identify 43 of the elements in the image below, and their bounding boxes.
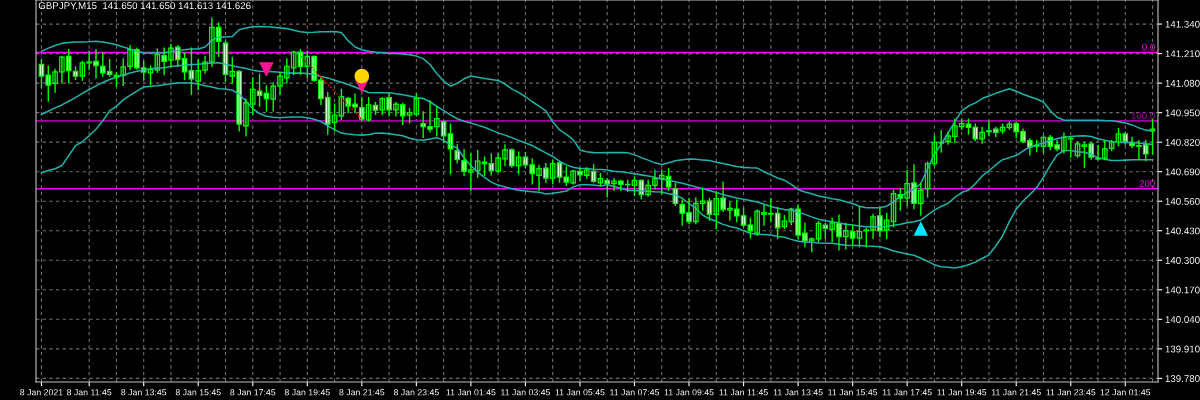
point [913, 221, 929, 236]
x-tick-label: 8 Jan 21:45 [339, 389, 385, 396]
annotation: 200 [1139, 179, 1155, 187]
x-tick-label: 11 Jan 03:45 [501, 389, 551, 396]
y-tick-label: 141.210 [1165, 50, 1200, 58]
y-tick-label: 139.780 [1165, 375, 1200, 382]
x-tick-label: 8 Jan 19:45 [284, 389, 330, 396]
x-tick-label: 11 Jan 15:45 [828, 389, 878, 396]
x-tick-label: 11 Jan 09:45 [664, 389, 714, 396]
annotation: 0.0 [1142, 43, 1155, 51]
line-series [40, 82, 1154, 269]
y-tick-label: 139.910 [1165, 345, 1200, 353]
x-tick-label: 8 Jan 15:45 [175, 389, 221, 396]
y-tick-label: 140.560 [1165, 197, 1200, 205]
x-tick-label: 11 Jan 01:45 [446, 389, 496, 396]
x-tick-label: 8 Jan 17:45 [230, 389, 276, 396]
x-tick-label: 12 Jan 01:45 [1100, 389, 1151, 396]
x-tick-label: 11 Jan 11:45 [719, 389, 768, 396]
y-tick-label: 140.300 [1165, 257, 1200, 264]
x-tick-label: 11 Jan 23:45 [1046, 389, 1096, 396]
point [354, 68, 370, 84]
x-tick-label: 8 Jan 11:45 [67, 389, 112, 396]
y-tick-label: 140.820 [1165, 138, 1200, 146]
chart-title: GBPJPY,M15 141.650 141.650 141.613 141.626 [38, 2, 251, 11]
x-tick-label: 8 Jan 13:45 [121, 389, 167, 396]
x-tick-label: 11 Jan 19:45 [937, 389, 987, 396]
x-tick-label: 8 Jan 2021 [20, 389, 63, 396]
annotation: 100.0 [1131, 112, 1155, 119]
y-tick-label: 140.690 [1165, 168, 1200, 176]
y-tick-label: 141.080 [1165, 79, 1200, 87]
x-tick-label: 8 Jan 23:45 [393, 389, 439, 396]
x-tick-label: 11 Jan 07:45 [610, 389, 660, 396]
x-tick-label: 11 Jan 21:45 [991, 389, 1041, 396]
y-tick-label: 141.340 [1165, 20, 1200, 28]
point [259, 62, 274, 77]
x-tick-label: 11 Jan 13:45 [773, 389, 823, 396]
y-tick-label: 140.950 [1165, 109, 1200, 117]
y-tick-label: 140.040 [1165, 316, 1200, 323]
line-series [40, 25, 1154, 209]
y-tick-label: 140.430 [1165, 227, 1200, 235]
x-tick-label: 11 Jan 17:45 [882, 389, 932, 396]
y-tick-label: 140.170 [1165, 286, 1200, 294]
x-tick-label: 11 Jan 05:45 [555, 389, 605, 396]
